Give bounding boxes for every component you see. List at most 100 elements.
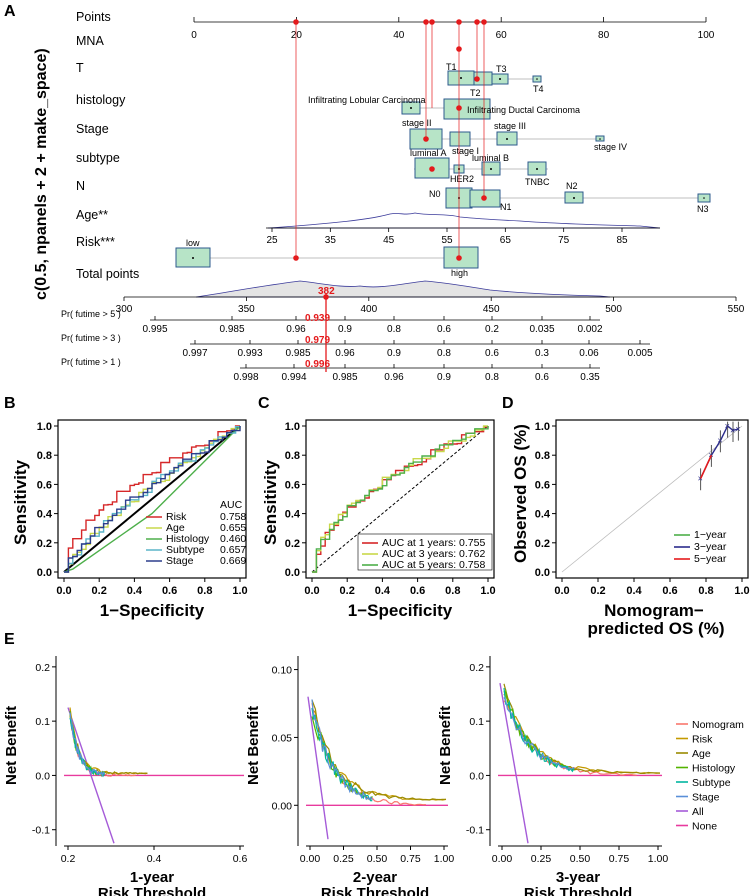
row-label-n: N [76, 179, 85, 193]
prob-tick-label: 0.985 [219, 324, 244, 335]
y-tick-label: 0.8 [535, 450, 550, 462]
points-tick-label: 20 [291, 30, 303, 41]
prob-tick-label: 0.96 [384, 372, 404, 383]
prob-5-value: 0.939 [305, 313, 330, 324]
label-t4: T4 [533, 84, 544, 94]
prob-tick-label: 0.995 [142, 324, 167, 335]
label-stage-iv: stage IV [594, 142, 627, 152]
x-tick-label: 0.50 [367, 853, 388, 865]
legend-label: Risk [692, 734, 713, 746]
prob-tick-label: 0.997 [182, 348, 207, 359]
plot-frame [57, 419, 247, 579]
x-tick-label: 0.4 [375, 585, 391, 597]
legend-label: AUC at 3 years: 0.762 [382, 548, 485, 560]
row-label-mna: MNA [76, 34, 104, 48]
y-axis-title: Sensitivity [261, 459, 280, 545]
y-tick-label: 0.1 [469, 716, 484, 728]
x-tick-label: 1.0 [232, 585, 247, 597]
prob-3-value: 0.979 [305, 335, 330, 346]
x-tick-label: 0.0 [554, 585, 569, 597]
x-tick-label: 0.8 [197, 585, 212, 597]
legend-label: AUC at 5 years: 0.758 [382, 559, 485, 571]
y-tick-label: 0.2 [469, 662, 484, 674]
x-tick-label: 0.75 [400, 853, 421, 865]
prob-tick-label: 0.35 [580, 372, 600, 383]
y-tick-label: 0.05 [272, 732, 293, 744]
label-n3: N3 [697, 204, 709, 214]
label-n1: N1 [500, 202, 512, 212]
dca-curve-age [69, 714, 148, 775]
prob-tick-label: 0.985 [285, 348, 310, 359]
calibration-line-5-year [699, 454, 713, 479]
label-tnbc: TNBC [525, 177, 550, 187]
legend-label: 3−year [694, 541, 727, 553]
label-risk-low: low [186, 238, 200, 248]
prob-tick-label: 0.002 [577, 324, 602, 335]
row-label-t: T [76, 61, 84, 75]
row-label-subtype: subtype [76, 151, 120, 165]
x-tick-label: 1.00 [648, 853, 669, 865]
dca-subplot-1: Net Benefit 0.2 0.1 0.0 -0.1 0.2 0.4 0.6 1-yearR… [3, 656, 247, 896]
prob-tick-label: 0.998 [233, 372, 258, 383]
row-label-histology: histology [76, 93, 126, 107]
total-density-curve [195, 280, 611, 298]
legend-auc-value: 0.758 [220, 511, 246, 523]
x-axis-title: 1−Specificity [100, 601, 205, 620]
roc-curve-3 [312, 426, 489, 573]
plot-frame [555, 419, 749, 579]
dca-curve-all [307, 696, 329, 840]
legend-label: None [692, 821, 717, 833]
x-tick-label: 0.6 [233, 853, 248, 865]
panel-e-letter: E [4, 631, 15, 648]
diagonal-reference [63, 425, 241, 573]
age-tick-label: 35 [325, 235, 337, 246]
legend-auc-value: 0.669 [220, 555, 246, 567]
total-tick-label: 300 [116, 304, 133, 315]
dca-curve-all [499, 683, 529, 844]
roc-chart-c: Sensitivity 1−Specificity 0.0 0.2 0.4 0.6 0.8 1… [261, 419, 496, 620]
prob-tick-label: 0.6 [535, 372, 549, 383]
subplot-title: 2-year [353, 869, 397, 886]
legend-auc-value: 0.657 [220, 544, 246, 556]
legend-auc-value: 0.655 [220, 522, 246, 534]
nomogram-guide-lines [295, 22, 485, 372]
dca-curve-subtype [69, 717, 106, 778]
legend-label: Subtype [166, 544, 205, 556]
label-n0: N0 [429, 189, 441, 199]
age-axis-ticks: 25 35 45 55 65 75 85 [266, 228, 628, 246]
dca-subplot-2: Net Benefit 0.10 0.05 0.00 0.00 0.25 0.50 0.75 1… [245, 656, 454, 896]
points-tick-label: 60 [496, 30, 508, 41]
legend-label: Stage [166, 555, 194, 567]
x-axis-title-line1: Nomogram− [604, 601, 704, 620]
x-tick-label: 0.8 [698, 585, 713, 597]
box-ductal [443, 98, 491, 120]
x-axis-title: Risk Threshold [321, 885, 429, 896]
y-tick-label: 0.0 [469, 770, 484, 782]
total-tick-label: 450 [483, 304, 500, 315]
prob-row-label: Pr( futime > 3 ) [61, 333, 121, 343]
subplot-title: 3-year [556, 869, 600, 886]
prob-tick-label: 0.994 [281, 372, 306, 383]
legend-label: All [692, 806, 704, 818]
y-tick-label: 0.0 [37, 567, 52, 579]
y-tick-label: 0.2 [37, 538, 52, 550]
nomogram-row-labels: Points MNA T histology Stage subtype N A… [76, 10, 139, 281]
legend-label: 5−year [694, 553, 727, 565]
y-tick-label: 1.0 [37, 421, 52, 433]
dca-curve-stage [69, 712, 106, 778]
y-tick-label: 0.0 [285, 567, 300, 579]
dca-curve-subtype [503, 688, 575, 773]
x-tick-label: 0.4 [127, 585, 143, 597]
label-luminal-b: luminal B [472, 153, 509, 163]
points-tick-label: 100 [698, 30, 715, 41]
label-stage-iii: stage III [494, 121, 526, 131]
x-tick-label: 1.00 [434, 853, 455, 865]
legend-label: Age [166, 522, 185, 534]
calibration-point: × [730, 425, 735, 435]
prob-tick-label: 0.993 [237, 348, 262, 359]
box-stage-i [449, 131, 471, 147]
y-tick-label: 0.0 [535, 567, 550, 579]
prob-tick-label: 0.06 [579, 348, 599, 359]
